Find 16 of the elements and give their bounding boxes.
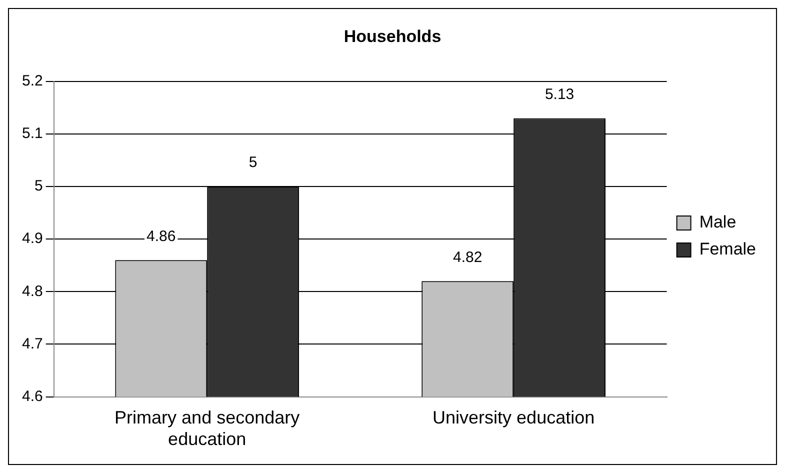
legend-label: Female <box>699 240 756 259</box>
data-label: 5 <box>248 154 258 172</box>
y-tick-label: 5.2 <box>22 72 43 90</box>
y-tick-label: 4.6 <box>22 388 43 405</box>
x-tick-label: Primary and secondary education <box>114 408 300 450</box>
y-tick-label: 4.8 <box>22 282 43 300</box>
x-tick-label: University education <box>432 408 595 428</box>
legend-label: Male <box>699 212 736 232</box>
data-label: 4.86 <box>146 228 176 245</box>
y-tick-label: 4.9 <box>22 230 43 248</box>
data-label: 4.82 <box>453 248 482 266</box>
chart-title: Households <box>344 26 442 46</box>
y-tick-label: 4.7 <box>22 335 43 352</box>
y-tick-label: 5 <box>34 178 43 195</box>
y-tick-label: 5.1 <box>22 125 43 142</box>
data-label: 5.13 <box>544 86 574 103</box>
